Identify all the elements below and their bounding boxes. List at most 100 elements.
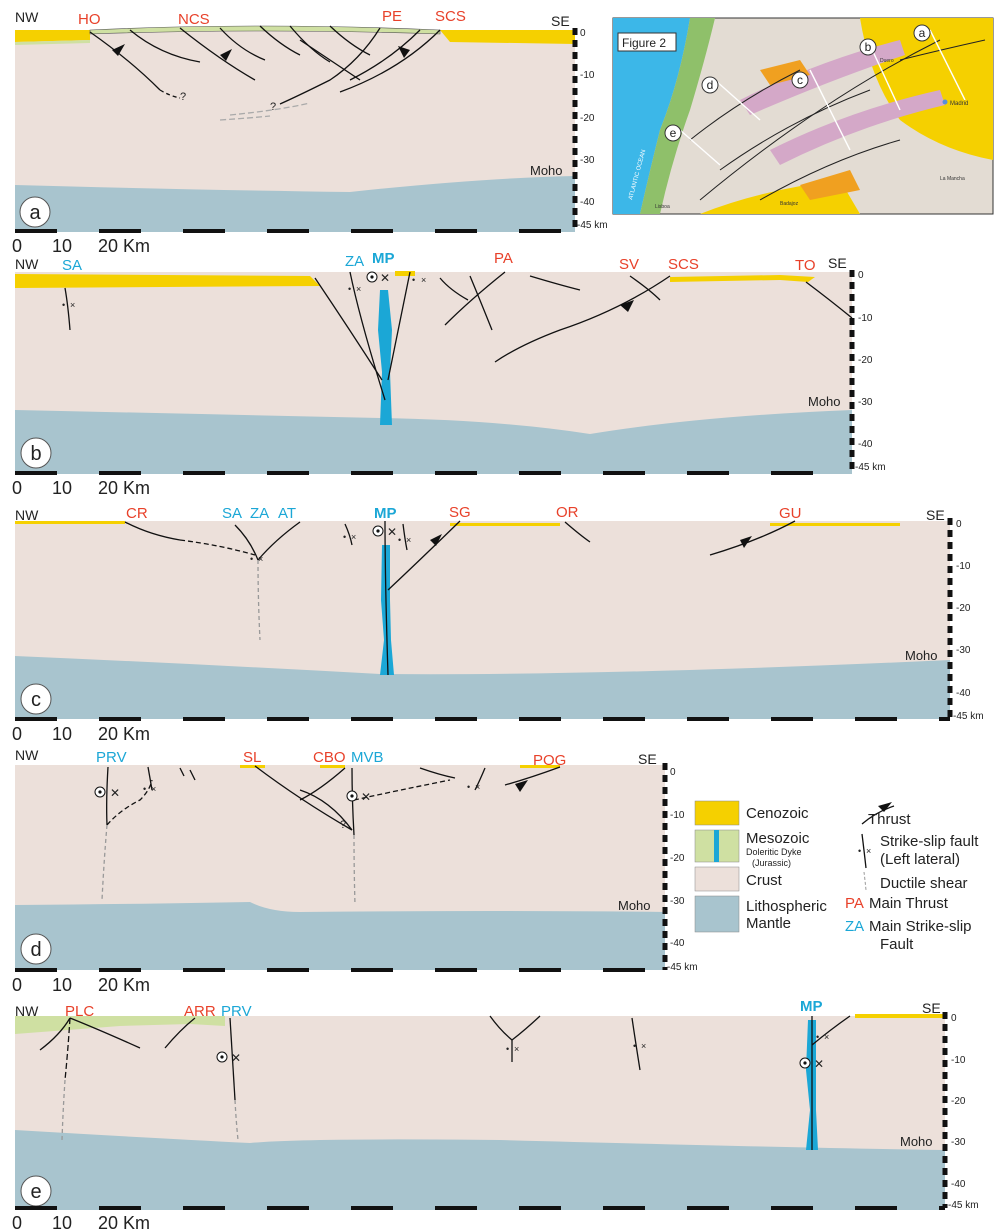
svg-text:×: × bbox=[258, 554, 263, 564]
scale-twenty: 20 Km bbox=[98, 1213, 150, 1232]
strike-slip-symbol: ✕ • × • × • × bbox=[62, 271, 426, 310]
svg-text:•: • bbox=[143, 784, 146, 794]
fault-label: SCS bbox=[435, 8, 466, 25]
depth-tick: -20 bbox=[580, 113, 595, 124]
section-marker-letter: e bbox=[670, 126, 677, 140]
depth-tick: -40 bbox=[956, 688, 971, 699]
fault-label: PRV bbox=[96, 749, 127, 766]
svg-text:•: • bbox=[467, 782, 470, 792]
svg-text:•: • bbox=[250, 554, 253, 564]
depth-tick: -45 km bbox=[953, 711, 984, 722]
fault-label: MP bbox=[372, 250, 395, 267]
map-place-label: La Mancha bbox=[940, 176, 965, 182]
svg-text:✕: ✕ bbox=[380, 271, 390, 285]
svg-text:•: • bbox=[858, 846, 861, 856]
map-faults bbox=[689, 39, 986, 201]
fault-label: CR bbox=[126, 505, 148, 522]
depth-tick: -45 km bbox=[667, 962, 698, 973]
fault-lines bbox=[64, 271, 853, 401]
svg-text:•: • bbox=[633, 1041, 636, 1051]
section-marker bbox=[664, 124, 682, 142]
doleritic-dyke bbox=[378, 290, 392, 425]
fault-label: MP bbox=[374, 505, 397, 522]
thrust-arrow bbox=[112, 44, 125, 56]
depth-tick: 0 bbox=[670, 767, 676, 778]
depth-tick: -10 bbox=[670, 810, 685, 821]
svg-text:•: • bbox=[506, 1044, 509, 1054]
moho-label: Moho bbox=[808, 394, 841, 409]
moho-label: Moho bbox=[530, 163, 563, 178]
map-place-label: Madrid bbox=[950, 101, 968, 107]
legend-label: Crust bbox=[746, 872, 783, 889]
mantle-layer bbox=[15, 176, 575, 232]
thrust-arrow bbox=[620, 300, 634, 312]
section-b: ✕ • × • × • × NW SE SA ZA MP PA SV SCS TO M… bbox=[12, 250, 886, 498]
panel-letter: a bbox=[29, 202, 41, 224]
scale-twenty: 20 Km bbox=[98, 975, 150, 995]
legend-symbol-label: (Left lateral) bbox=[880, 851, 960, 868]
mantle-layer bbox=[15, 656, 950, 719]
svg-text:×: × bbox=[641, 1041, 646, 1051]
depth-tick: -30 bbox=[956, 645, 971, 656]
legend-abbr: PA bbox=[845, 895, 864, 912]
fault-label: ARR bbox=[184, 1003, 216, 1020]
legend-abbr: ZA bbox=[845, 918, 864, 935]
fault-label: ZA bbox=[250, 505, 269, 522]
fault-label: SA bbox=[222, 505, 242, 522]
fault-label: MVB bbox=[351, 749, 384, 766]
cenozoic-layer bbox=[440, 30, 575, 44]
depth-tick: -45 km bbox=[577, 220, 608, 231]
thrust-arrow bbox=[515, 780, 528, 792]
svg-text:✕: ✕ bbox=[361, 790, 371, 804]
map-place-label: Duero bbox=[880, 58, 894, 64]
fault-label: SCS bbox=[668, 256, 699, 273]
thrust-arrow bbox=[220, 49, 232, 61]
basin-area bbox=[800, 170, 860, 200]
thrust-arrow bbox=[398, 46, 410, 58]
depth-tick: -30 bbox=[670, 896, 685, 907]
fault-label: TO bbox=[795, 257, 816, 274]
depth-tick: -40 bbox=[580, 197, 595, 208]
cenozoic-layer bbox=[15, 30, 90, 42]
section-traces bbox=[679, 29, 966, 166]
svg-text:✕: ✕ bbox=[231, 1051, 241, 1065]
thrust-icon bbox=[861, 802, 895, 825]
cenozoic-layer bbox=[15, 274, 320, 288]
fault-label: HO bbox=[78, 11, 101, 28]
section-marker bbox=[913, 24, 931, 42]
svg-text:•: • bbox=[412, 275, 415, 285]
basin-area bbox=[760, 60, 810, 85]
panel-badge bbox=[20, 933, 52, 965]
uncertain-mark: ? bbox=[340, 819, 346, 831]
depth-tick: -10 bbox=[580, 70, 595, 81]
cenozoic-layer bbox=[320, 765, 345, 768]
section-marker bbox=[791, 71, 809, 89]
strike-slip-symbol: ✕ ✕ • × • × • × bbox=[216, 1032, 829, 1071]
legend-swatch-cenozoic bbox=[694, 800, 740, 826]
legend-symbol-label: Fault bbox=[880, 936, 914, 953]
depth-tick: -10 bbox=[956, 561, 971, 572]
moho-label: Moho bbox=[618, 898, 651, 913]
granite-belt bbox=[770, 90, 945, 165]
fault-lines bbox=[124, 520, 796, 676]
mesozoic-layer bbox=[15, 40, 90, 45]
scale-twenty: 20 Km bbox=[98, 478, 150, 498]
panel-letter: b bbox=[30, 443, 41, 465]
svg-text:×: × bbox=[824, 1032, 829, 1042]
se-label: SE bbox=[551, 13, 570, 29]
depth-tick: -20 bbox=[951, 1096, 966, 1107]
fault-label: NCS bbox=[178, 11, 210, 28]
mantle-layer bbox=[15, 902, 665, 970]
svg-text:×: × bbox=[151, 784, 156, 794]
panel-letter: c bbox=[31, 689, 41, 711]
scale-zero: 0 bbox=[12, 724, 22, 744]
svg-text:✕: ✕ bbox=[387, 525, 397, 539]
svg-text:×: × bbox=[70, 300, 75, 310]
depth-tick: -40 bbox=[858, 439, 873, 450]
scale-zero: 0 bbox=[12, 478, 22, 498]
se-label: SE bbox=[638, 751, 657, 767]
cenozoic-layer bbox=[240, 765, 265, 768]
uncertain-mark: ? bbox=[180, 91, 186, 103]
fault-label: GU bbox=[779, 505, 802, 522]
